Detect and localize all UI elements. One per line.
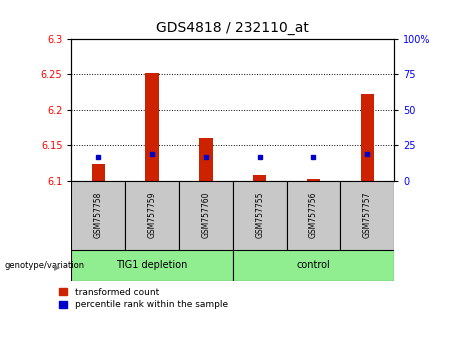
Bar <box>307 179 320 181</box>
Text: GSM757755: GSM757755 <box>255 192 264 238</box>
Legend: transformed count, percentile rank within the sample: transformed count, percentile rank withi… <box>58 286 230 311</box>
Bar <box>340 181 394 250</box>
Text: ▶: ▶ <box>54 263 61 272</box>
Bar <box>71 250 233 281</box>
Text: GSM757760: GSM757760 <box>201 192 210 238</box>
Bar <box>287 181 340 250</box>
Text: GSM757757: GSM757757 <box>363 192 372 238</box>
Bar <box>125 181 179 250</box>
Bar <box>233 181 287 250</box>
Text: genotype/variation: genotype/variation <box>5 261 85 270</box>
Bar <box>92 164 105 181</box>
Bar <box>253 175 266 181</box>
Bar <box>71 181 125 250</box>
Text: GSM757759: GSM757759 <box>148 192 157 238</box>
Text: GSM757758: GSM757758 <box>94 192 103 238</box>
Bar <box>199 138 213 181</box>
Bar <box>233 250 394 281</box>
Text: GSM757756: GSM757756 <box>309 192 318 238</box>
Text: TIG1 depletion: TIG1 depletion <box>117 261 188 270</box>
Title: GDS4818 / 232110_at: GDS4818 / 232110_at <box>156 21 309 35</box>
Bar <box>361 94 374 181</box>
Bar <box>145 73 159 181</box>
Text: control: control <box>296 261 331 270</box>
Bar <box>179 181 233 250</box>
